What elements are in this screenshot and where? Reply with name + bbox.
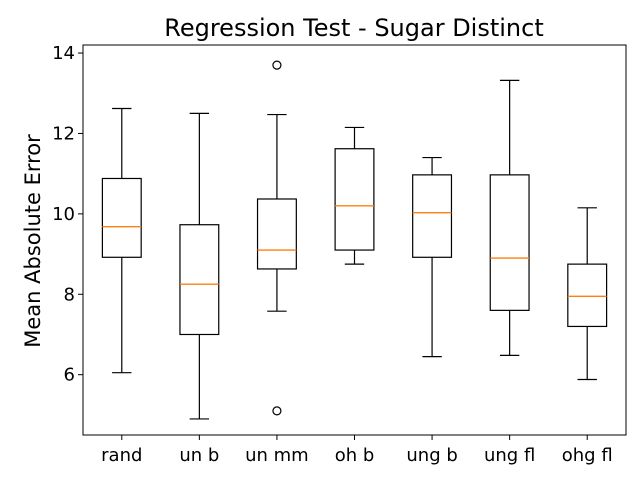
x-tick-label: un b xyxy=(179,445,219,466)
x-tick-label: ung b xyxy=(406,445,457,466)
x-tick-label: rand xyxy=(101,445,142,466)
box-iqr xyxy=(101,177,142,258)
flier-point xyxy=(272,406,282,416)
x-tick-label: oh b xyxy=(335,445,375,466)
flier-point xyxy=(272,60,282,70)
box-iqr xyxy=(256,198,297,270)
box-iqr xyxy=(179,224,220,336)
plot-frame xyxy=(82,44,627,436)
x-tick-label: ohg fl xyxy=(562,445,613,466)
box-iqr xyxy=(567,263,608,328)
y-axis-title: Mean Absolute Error xyxy=(21,134,45,348)
y-tick-label: 8 xyxy=(64,284,75,305)
y-tick-label: 6 xyxy=(64,365,75,386)
y-tick-label: 10 xyxy=(52,204,75,225)
plot-area: 6 8 10 12 14 rand un b un mm oh b ung b ung fl ohg … xyxy=(52,43,613,466)
x-tick-label: ung fl xyxy=(484,445,535,466)
box-iqr xyxy=(489,174,530,311)
x-tick-label: un mm xyxy=(245,445,309,466)
box-iqr xyxy=(412,174,453,258)
y-tick-label: 12 xyxy=(52,123,75,144)
box-iqr xyxy=(334,148,375,251)
y-tick-label: 14 xyxy=(52,43,75,64)
chart-title: Regression Test - Sugar Distinct xyxy=(164,14,544,42)
